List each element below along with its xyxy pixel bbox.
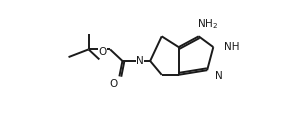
Text: O: O	[98, 47, 106, 57]
Text: N: N	[215, 71, 223, 81]
Text: O: O	[109, 79, 117, 89]
Text: NH$_2$: NH$_2$	[197, 17, 218, 31]
Text: NH: NH	[224, 42, 240, 52]
Text: N: N	[136, 56, 144, 66]
